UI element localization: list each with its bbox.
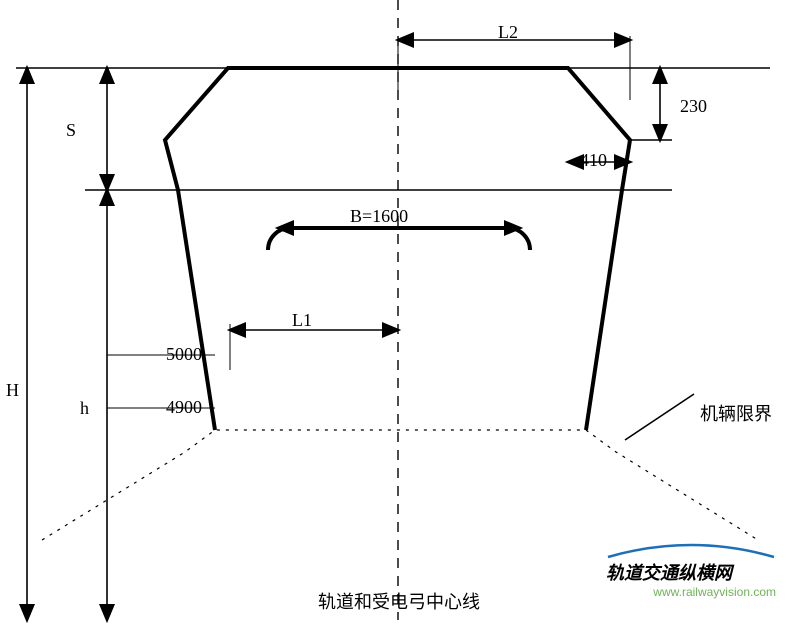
tick-4900-label: 4900 bbox=[166, 397, 202, 418]
dim-h-label: h bbox=[80, 398, 89, 419]
site-logo: 轨道交通纵横网 www.railwayvision.com bbox=[606, 541, 776, 599]
dim-S-label: S bbox=[66, 120, 76, 141]
dim-H-label: H bbox=[6, 380, 19, 401]
vehicle-gauge-line bbox=[42, 430, 758, 540]
center-caption: 轨道和受电弓中心线 bbox=[318, 588, 480, 614]
dim-L1-label: L1 bbox=[292, 310, 312, 331]
logo-swoosh-icon bbox=[606, 541, 776, 559]
dim-410-label: 410 bbox=[580, 150, 607, 171]
logo-text: 轨道交通纵横网 bbox=[606, 559, 776, 585]
pantograph-outline bbox=[268, 228, 530, 250]
vehicle-gauge-label: 机辆限界 bbox=[700, 400, 772, 426]
tick-5000-label: 5000 bbox=[166, 344, 202, 365]
logo-url: www.railwayvision.com bbox=[606, 585, 776, 599]
gauge-outline bbox=[165, 68, 630, 430]
vehicle-gauge-leader bbox=[625, 394, 694, 440]
dim-L2-label: L2 bbox=[498, 22, 518, 43]
dim-230-label: 230 bbox=[680, 96, 707, 117]
dim-B-label: B=1600 bbox=[350, 206, 408, 227]
